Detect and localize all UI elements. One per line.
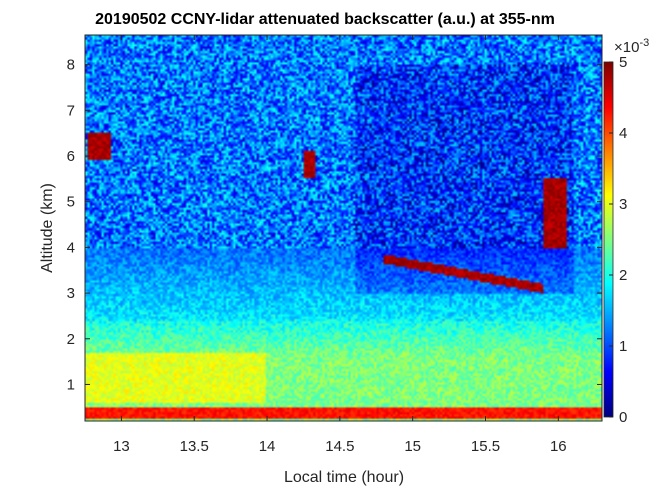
plot-area [84, 34, 603, 422]
x-axis-label: Local time (hour) [284, 469, 404, 486]
plot-frame [84, 34, 603, 422]
y-axis: 1 2 3 4 5 6 7 8 [67, 57, 602, 393]
x-tick-label: 13 [113, 438, 130, 455]
x-axis: 13 13.5 14 14.5 15 15.5 16 [113, 35, 567, 455]
y-tick-label: 3 [67, 285, 75, 302]
colorbar-tick-label: 1 [619, 338, 627, 355]
y-tick-label: 8 [67, 57, 75, 74]
colorbar-exponent: ×10-3 [614, 37, 649, 56]
y-tick-label: 4 [67, 239, 75, 256]
x-tick-label: 14.5 [325, 438, 354, 455]
y-tick-label: 1 [67, 376, 75, 393]
colorbar-tick-label: 3 [619, 196, 627, 213]
y-tick-label: 6 [67, 148, 75, 165]
x-tick-label: 14 [259, 438, 276, 455]
x-tick-label: 15.5 [471, 438, 500, 455]
x-tick-label: 13.5 [180, 438, 209, 455]
colorbar-tick-label: 5 [619, 54, 627, 71]
y-tick-label: 5 [67, 194, 75, 211]
colorbar-tick-label: 4 [619, 125, 627, 142]
colorbar-gradient [604, 62, 613, 417]
y-axis-label: Altitude (km) [39, 183, 56, 273]
colorbar-tick-label: 0 [619, 409, 627, 426]
colorbar-ticks: 0 1 2 3 4 5 [609, 54, 627, 426]
backscatter-heatmap [85, 35, 602, 421]
y-tick-label: 2 [67, 331, 75, 348]
colorbar-tick-label: 2 [619, 267, 627, 284]
colorbar-frame [603, 61, 614, 418]
colorbar-exponent-power: -3 [639, 37, 649, 49]
y-tick-label: 7 [67, 102, 75, 119]
x-tick-label: 16 [550, 438, 567, 455]
x-tick-label: 15 [404, 438, 421, 455]
chart-title: 20190502 CCNY-lidar attenuated backscatt… [95, 11, 555, 28]
colorbar-exponent-base: ×10 [614, 39, 639, 56]
colorbar: 0 1 2 3 4 5 ×10-3 [603, 37, 649, 426]
